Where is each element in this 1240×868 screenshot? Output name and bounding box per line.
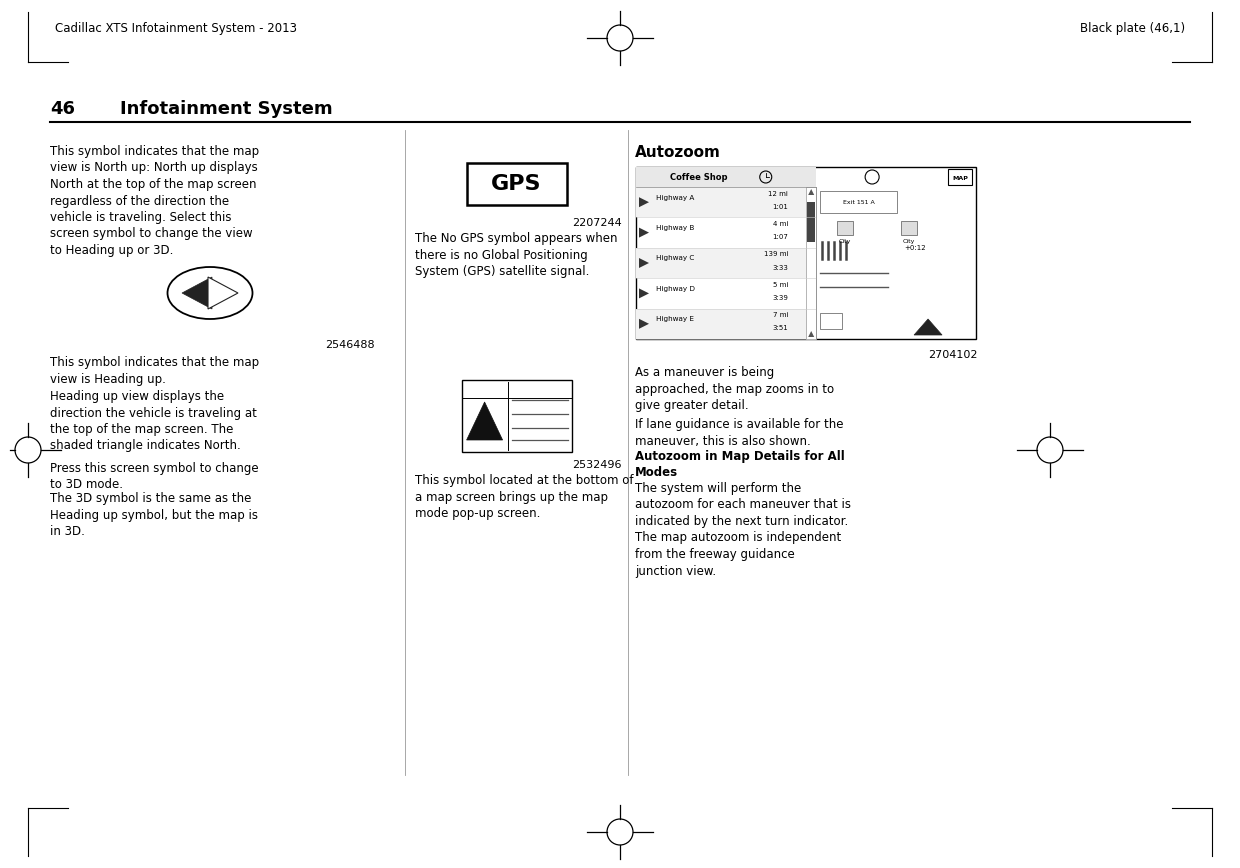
- Polygon shape: [208, 277, 238, 309]
- Text: As a maneuver is being
approached, the map zooms in to
give greater detail.: As a maneuver is being approached, the m…: [635, 366, 835, 412]
- Bar: [837, 221, 853, 235]
- Text: Press this screen symbol to change
to 3D mode.: Press this screen symbol to change to 3D…: [50, 462, 259, 491]
- Text: This symbol indicates that the map
view is North up: North up displays
North at : This symbol indicates that the map view …: [50, 145, 259, 257]
- Bar: [820, 313, 842, 329]
- Text: The No GPS symbol appears when
there is no Global Positioning
System (GPS) satel: The No GPS symbol appears when there is …: [415, 232, 618, 278]
- Text: 2532496: 2532496: [573, 460, 622, 470]
- Bar: [636, 167, 816, 187]
- Bar: [636, 247, 816, 279]
- Text: Highway C: Highway C: [656, 255, 694, 261]
- Bar: [466, 163, 567, 205]
- Bar: [636, 187, 816, 217]
- Text: 139 mi: 139 mi: [764, 252, 789, 258]
- Text: Heading up view displays the
direction the vehicle is traveling at
the top of th: Heading up view displays the direction t…: [50, 390, 257, 452]
- Text: 1:07: 1:07: [773, 234, 789, 240]
- Text: City: City: [838, 240, 851, 245]
- Polygon shape: [466, 402, 502, 440]
- Text: Highway A: Highway A: [656, 194, 694, 201]
- Bar: [806, 187, 816, 339]
- Text: 2546488: 2546488: [325, 340, 374, 350]
- Polygon shape: [639, 258, 649, 268]
- Bar: [636, 309, 816, 339]
- Text: 4 mi: 4 mi: [773, 221, 789, 227]
- Text: The 3D symbol is the same as the
Heading up symbol, but the map is
in 3D.: The 3D symbol is the same as the Heading…: [50, 492, 258, 538]
- Text: This symbol indicates that the map
view is Heading up.: This symbol indicates that the map view …: [50, 356, 259, 385]
- Text: Autozoom in Map Details for All
Modes: Autozoom in Map Details for All Modes: [635, 450, 844, 479]
- Text: Highway B: Highway B: [656, 225, 694, 231]
- Text: Highway D: Highway D: [656, 286, 694, 292]
- Text: 5 mi: 5 mi: [773, 282, 789, 288]
- Bar: [949, 169, 972, 185]
- Text: The system will perform the
autozoom for each maneuver that is
indicated by the : The system will perform the autozoom for…: [635, 482, 851, 577]
- Polygon shape: [182, 277, 212, 309]
- Polygon shape: [808, 331, 815, 337]
- Text: Cadillac XTS Infotainment System - 2013: Cadillac XTS Infotainment System - 2013: [55, 22, 298, 35]
- Text: 7 mi: 7 mi: [773, 312, 789, 319]
- Text: 3:51: 3:51: [773, 326, 789, 332]
- Text: Coffee Shop: Coffee Shop: [671, 173, 728, 181]
- Bar: [461, 380, 572, 452]
- Text: +0:12: +0:12: [904, 245, 926, 251]
- Text: Black plate (46,1): Black plate (46,1): [1080, 22, 1185, 35]
- Text: 3:39: 3:39: [773, 295, 789, 301]
- Polygon shape: [808, 189, 815, 195]
- Polygon shape: [639, 319, 649, 329]
- Polygon shape: [914, 319, 942, 335]
- Text: Infotainment System: Infotainment System: [120, 100, 332, 118]
- Text: If lane guidance is available for the
maneuver, this is also shown.: If lane guidance is available for the ma…: [635, 418, 843, 448]
- Bar: [636, 167, 976, 339]
- Text: 2704102: 2704102: [929, 350, 978, 360]
- Text: Highway E: Highway E: [656, 316, 694, 322]
- Bar: [901, 221, 916, 235]
- Polygon shape: [639, 197, 649, 207]
- Text: 46: 46: [50, 100, 74, 118]
- Text: 1:01: 1:01: [773, 204, 789, 210]
- Polygon shape: [639, 288, 649, 299]
- Text: MAP: MAP: [952, 175, 968, 181]
- Text: Exit 151 A: Exit 151 A: [843, 200, 874, 205]
- Text: City: City: [903, 240, 915, 245]
- Bar: [807, 202, 815, 242]
- Bar: [820, 191, 897, 213]
- Text: 2207244: 2207244: [572, 218, 622, 228]
- Text: Autozoom: Autozoom: [635, 145, 720, 160]
- Text: GPS: GPS: [491, 174, 542, 194]
- Text: 3:33: 3:33: [773, 265, 789, 271]
- Text: 12 mi: 12 mi: [769, 191, 789, 197]
- Text: This symbol located at the bottom of
a map screen brings up the map
mode pop-up : This symbol located at the bottom of a m…: [415, 474, 634, 520]
- Polygon shape: [639, 227, 649, 238]
